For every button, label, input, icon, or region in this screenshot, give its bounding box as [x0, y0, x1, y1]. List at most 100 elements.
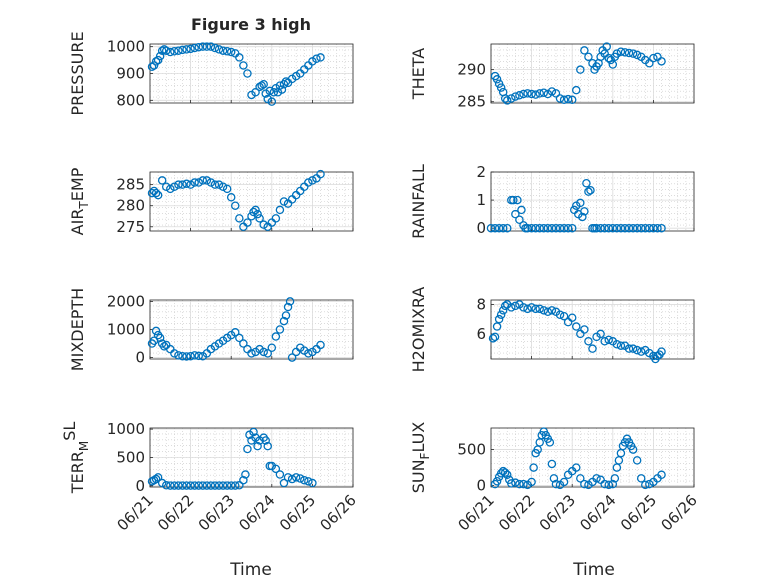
data-point — [279, 316, 289, 326]
data-point — [620, 223, 630, 233]
data-point — [308, 176, 317, 185]
data-point — [502, 223, 512, 233]
data-point — [194, 178, 203, 187]
data-point — [194, 351, 203, 361]
data-point — [257, 81, 266, 90]
data-point — [498, 306, 508, 315]
data-point — [239, 339, 248, 348]
data-point — [218, 182, 228, 191]
data-point — [492, 75, 502, 84]
data-point — [604, 53, 613, 63]
data-point — [261, 436, 270, 445]
data-point — [535, 223, 544, 233]
data-point — [539, 223, 549, 233]
data-point — [267, 343, 277, 353]
data-point — [531, 223, 540, 233]
data-point — [186, 351, 195, 361]
data-point — [174, 46, 183, 55]
data-point — [202, 481, 212, 490]
data-point — [543, 307, 553, 317]
data-point — [657, 347, 666, 356]
subplot-4: 0 1 2 RAINFALL — [409, 163, 695, 239]
data-point — [161, 182, 171, 191]
data-point — [304, 178, 313, 187]
data-point — [147, 62, 157, 72]
data-point — [636, 223, 646, 233]
y-axis-label: THETA — [409, 48, 428, 100]
data-point — [161, 46, 171, 55]
data-point — [624, 344, 634, 353]
y-tick-label: 2 — [476, 163, 486, 181]
data-point — [492, 322, 502, 331]
data-point — [523, 223, 532, 233]
data-point — [275, 470, 285, 479]
data-point — [492, 476, 502, 486]
data-point — [649, 223, 658, 233]
data-point — [519, 303, 528, 312]
data-point — [190, 178, 199, 187]
data-point — [283, 302, 293, 312]
subplot-3: 275 280 285 AIRTEMP — [68, 167, 354, 236]
data-point — [657, 57, 666, 66]
data-point — [628, 445, 638, 454]
data-point — [628, 344, 638, 353]
data-point — [186, 481, 195, 490]
data-point — [486, 223, 496, 233]
data-point — [600, 337, 609, 346]
data-point — [308, 478, 317, 488]
data-point — [507, 94, 516, 103]
data-point — [563, 94, 573, 104]
data-point — [259, 347, 268, 357]
data-point — [277, 85, 287, 94]
data-point — [235, 481, 244, 490]
data-point — [496, 469, 506, 478]
data-point — [616, 223, 626, 233]
data-point — [222, 46, 232, 56]
data-point — [645, 223, 654, 233]
data-point — [612, 223, 622, 233]
data-point — [604, 335, 613, 345]
data-point — [612, 339, 622, 349]
data-point — [157, 176, 167, 185]
data-point — [657, 223, 666, 233]
data-point — [214, 45, 224, 54]
data-point — [206, 178, 216, 187]
data-point — [271, 332, 281, 341]
data-point — [628, 223, 638, 233]
data-point — [555, 94, 565, 103]
data-point — [641, 223, 650, 233]
data-point — [547, 306, 557, 315]
data-point — [166, 47, 175, 57]
data-point — [231, 201, 240, 210]
data-point — [580, 325, 589, 334]
data-point — [551, 223, 561, 233]
data-point — [511, 92, 520, 101]
data-point — [547, 459, 557, 469]
data-point — [210, 180, 220, 189]
y-tick-label: 290 — [457, 61, 486, 79]
data-point — [170, 349, 179, 358]
data-point — [239, 475, 248, 485]
data-point — [559, 311, 569, 321]
y-tick-label: 500 — [457, 441, 486, 459]
data-point — [275, 81, 285, 90]
data-point — [279, 478, 289, 488]
data-point — [527, 477, 536, 487]
data-point — [235, 214, 244, 223]
data-point — [226, 193, 236, 202]
data-point — [202, 176, 212, 185]
data-point — [604, 223, 613, 233]
data-point — [198, 481, 208, 490]
data-point — [235, 53, 244, 62]
data-point — [291, 473, 301, 482]
data-point — [555, 223, 565, 233]
data-point — [545, 438, 555, 447]
data-point — [582, 178, 591, 188]
data-point — [547, 223, 557, 233]
data-point — [153, 473, 163, 482]
y-tick-label: 8 — [476, 295, 486, 313]
data-point — [178, 351, 187, 361]
data-point — [600, 223, 609, 233]
data-point — [222, 184, 232, 194]
data-point — [279, 197, 289, 206]
